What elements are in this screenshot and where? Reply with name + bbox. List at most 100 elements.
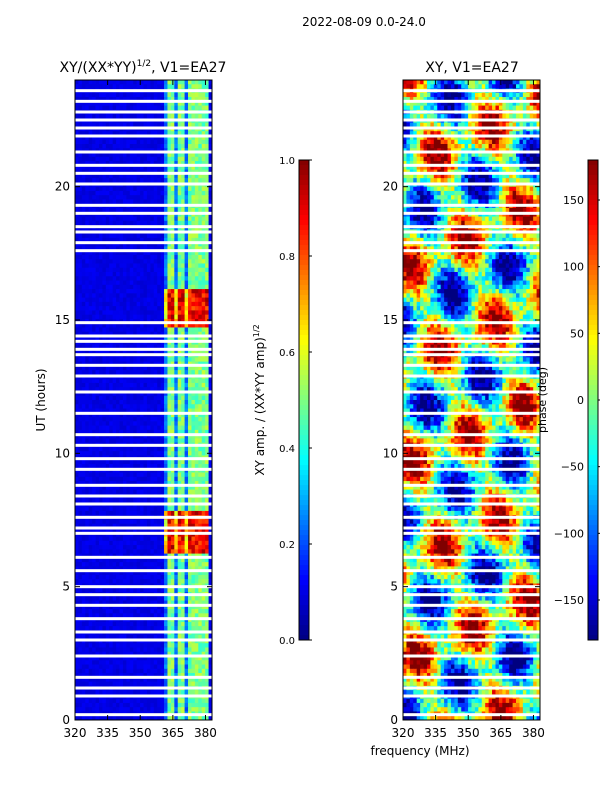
heatmap-cell xyxy=(174,267,179,273)
heatmap-cell xyxy=(88,472,93,478)
heatmap-cell xyxy=(198,101,203,106)
heatmap-cell xyxy=(112,348,117,354)
heatmap-cell xyxy=(153,485,158,490)
heatmap-cell xyxy=(167,562,172,567)
heatmap-cell xyxy=(88,540,93,546)
heatmap-cell xyxy=(164,408,168,414)
heatmap-cell xyxy=(129,314,134,320)
heatmap-cell xyxy=(198,323,203,328)
heatmap-cell xyxy=(88,263,93,269)
heatmap-cell xyxy=(157,481,162,486)
heatmap-cell xyxy=(102,314,107,320)
heatmap-cell xyxy=(102,506,107,512)
heatmap-cell xyxy=(75,365,79,371)
heatmap-cell xyxy=(198,272,203,277)
heatmap-cell xyxy=(129,425,134,431)
heatmap-cell xyxy=(119,220,124,226)
heatmap-cell xyxy=(81,604,86,610)
heatmap-cell xyxy=(98,144,103,149)
heatmap-cell xyxy=(177,105,182,111)
heatmap-cell xyxy=(75,348,79,354)
heatmap-cell xyxy=(116,438,120,444)
heatmap-cell xyxy=(119,596,124,601)
heatmap-cell xyxy=(129,152,134,158)
heatmap-cell xyxy=(160,331,165,337)
heatmap-cell xyxy=(181,336,185,341)
heatmap-cell xyxy=(81,545,86,550)
heatmap-cell xyxy=(184,365,189,371)
heatmap-cell xyxy=(194,536,199,542)
heatmap-cell xyxy=(184,267,189,273)
heatmap-cell xyxy=(75,237,79,243)
heatmap-cell xyxy=(81,417,86,422)
heatmap-cell xyxy=(174,84,179,89)
heatmap-cell xyxy=(198,284,203,290)
heatmap-cell xyxy=(208,387,213,392)
heatmap-cell xyxy=(201,199,206,205)
heatmap-cell xyxy=(146,208,151,213)
heatmap-cell xyxy=(184,331,189,337)
heatmap-cell xyxy=(153,438,158,444)
heatmap-cell xyxy=(109,370,114,375)
heatmap-cell xyxy=(102,161,107,166)
heatmap-cell xyxy=(85,297,90,303)
heatmap-cell xyxy=(153,250,158,256)
heatmap-cell xyxy=(102,417,107,422)
heatmap-cell xyxy=(188,156,192,162)
heatmap-cell xyxy=(119,510,124,516)
heatmap-cell xyxy=(146,105,151,111)
heatmap-cell xyxy=(75,272,79,277)
heatmap-cell xyxy=(129,139,134,145)
heatmap-cell xyxy=(150,485,155,490)
heatmap-cell xyxy=(129,122,134,128)
heatmap-cell xyxy=(198,510,203,516)
heatmap-cell xyxy=(177,451,182,456)
heatmap-cell xyxy=(157,421,162,426)
heatmap-cell xyxy=(184,562,189,567)
heatmap-cell xyxy=(170,297,175,303)
heatmap-cell xyxy=(126,476,131,482)
heatmap-cell xyxy=(102,336,107,341)
heatmap-cell xyxy=(98,336,103,341)
heatmap-cell xyxy=(109,101,114,106)
heatmap-cell xyxy=(146,557,151,563)
heatmap-cell xyxy=(184,485,189,490)
heatmap-cell xyxy=(95,540,100,546)
heatmap-cell xyxy=(208,536,213,542)
heatmap-cell xyxy=(160,417,165,422)
heatmap-cell xyxy=(170,579,175,584)
heatmap-cell xyxy=(98,510,103,516)
heatmap-cell xyxy=(150,242,155,247)
heatmap-cell xyxy=(188,336,192,341)
heatmap-cell xyxy=(164,570,168,576)
heatmap-cell xyxy=(150,122,155,128)
heatmap-cell xyxy=(105,472,110,478)
heatmap-cell xyxy=(177,336,182,341)
heatmap-cell xyxy=(188,254,192,260)
heatmap-cell xyxy=(105,272,110,277)
heatmap-cell xyxy=(102,310,107,316)
heatmap-cell xyxy=(109,438,114,444)
heatmap-cell xyxy=(75,485,79,490)
heatmap-cell xyxy=(205,412,209,418)
heatmap-cell xyxy=(174,566,179,572)
heatmap-cell xyxy=(160,464,165,469)
heatmap-cell xyxy=(164,105,168,111)
heatmap-cell xyxy=(153,306,158,311)
heatmap-cell xyxy=(157,331,162,337)
heatmap-cell xyxy=(153,536,158,542)
heatmap-cell xyxy=(194,310,199,316)
heatmap-cell xyxy=(126,208,131,213)
heatmap-cell xyxy=(157,276,162,281)
heatmap-cell xyxy=(140,429,144,435)
heatmap-cell xyxy=(126,280,131,286)
heatmap-cell xyxy=(160,545,165,550)
heatmap-cell xyxy=(129,464,134,469)
heatmap-cell xyxy=(174,510,179,516)
heatmap-cell xyxy=(188,476,192,482)
heatmap-cell xyxy=(174,528,179,533)
heatmap-cell xyxy=(78,557,83,563)
heatmap-cell xyxy=(150,216,155,222)
heatmap-cell xyxy=(92,293,96,298)
heatmap-cell xyxy=(205,523,209,529)
